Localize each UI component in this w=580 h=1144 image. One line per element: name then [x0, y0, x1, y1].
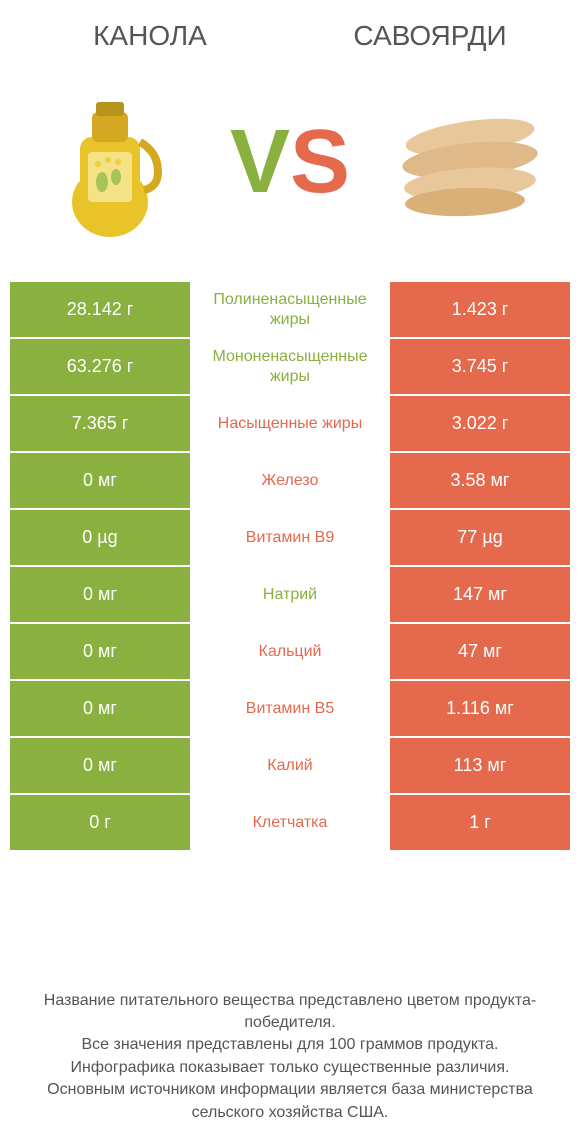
cell-nutrient-name: Кальций	[190, 624, 390, 679]
cell-left-value: 0 мг	[10, 681, 190, 736]
cell-left-value: 0 мг	[10, 738, 190, 793]
images-row: VS	[10, 72, 570, 252]
cell-right-value: 1 г	[390, 795, 570, 850]
cell-left-value: 0 мг	[10, 453, 190, 508]
cell-left-value: 0 мг	[10, 567, 190, 622]
footer-note: Название питательного вещества представл…	[10, 990, 570, 1124]
infographic-container: КАНОЛА САВОЯРДИ VS	[0, 0, 580, 1144]
comparison-table: 28.142 гПолиненасыщенные жиры1.423 г63.2…	[10, 282, 570, 960]
table-row: 0 µgВитамин B977 µg	[10, 510, 570, 565]
cell-nutrient-name: Калий	[190, 738, 390, 793]
cell-nutrient-name: Насыщенные жиры	[190, 396, 390, 451]
header-row: КАНОЛА САВОЯРДИ	[10, 20, 570, 52]
vs-v-letter: V	[230, 112, 290, 212]
vs-label: VS	[230, 111, 350, 214]
table-row: 28.142 гПолиненасыщенные жиры1.423 г	[10, 282, 570, 337]
table-row: 0 мгНатрий147 мг	[10, 567, 570, 622]
cell-left-value: 0 µg	[10, 510, 190, 565]
cell-nutrient-name: Мононенасыщенные жиры	[190, 339, 390, 394]
cell-right-value: 113 мг	[390, 738, 570, 793]
cell-left-value: 0 мг	[10, 624, 190, 679]
table-row: 7.365 гНасыщенные жиры3.022 г	[10, 396, 570, 451]
cell-nutrient-name: Витамин B9	[190, 510, 390, 565]
title-right: САВОЯРДИ	[290, 20, 570, 52]
cell-right-value: 3.745 г	[390, 339, 570, 394]
title-left: КАНОЛА	[10, 20, 290, 52]
table-row: 63.276 гМононенасыщенные жиры3.745 г	[10, 339, 570, 394]
footer-line: Инфографика показывает только существенн…	[30, 1057, 550, 1079]
cell-right-value: 147 мг	[390, 567, 570, 622]
footer-line: Все значения представлены для 100 граммо…	[30, 1034, 550, 1056]
table-row: 0 мгКалий113 мг	[10, 738, 570, 793]
cell-left-value: 63.276 г	[10, 339, 190, 394]
cell-nutrient-name: Клетчатка	[190, 795, 390, 850]
vs-s-letter: S	[290, 112, 350, 212]
cell-nutrient-name: Натрий	[190, 567, 390, 622]
footer-line: Основным источником информации является …	[30, 1079, 550, 1124]
cell-right-value: 77 µg	[390, 510, 570, 565]
cell-nutrient-name: Витамин B5	[190, 681, 390, 736]
table-row: 0 мгКальций47 мг	[10, 624, 570, 679]
cell-right-value: 47 мг	[390, 624, 570, 679]
cell-left-value: 28.142 г	[10, 282, 190, 337]
table-row: 0 мгВитамин B51.116 мг	[10, 681, 570, 736]
footer-line: Название питательного вещества представл…	[30, 990, 550, 1035]
table-row: 0 гКлетчатка1 г	[10, 795, 570, 850]
cell-right-value: 3.022 г	[390, 396, 570, 451]
cell-right-value: 3.58 мг	[390, 453, 570, 508]
product-image-right	[390, 82, 550, 242]
product-image-left	[30, 82, 190, 242]
cell-nutrient-name: Железо	[190, 453, 390, 508]
cell-left-value: 7.365 г	[10, 396, 190, 451]
table-row: 0 мгЖелезо3.58 мг	[10, 453, 570, 508]
cell-right-value: 1.116 мг	[390, 681, 570, 736]
cell-right-value: 1.423 г	[390, 282, 570, 337]
cell-nutrient-name: Полиненасыщенные жиры	[190, 282, 390, 337]
cell-left-value: 0 г	[10, 795, 190, 850]
